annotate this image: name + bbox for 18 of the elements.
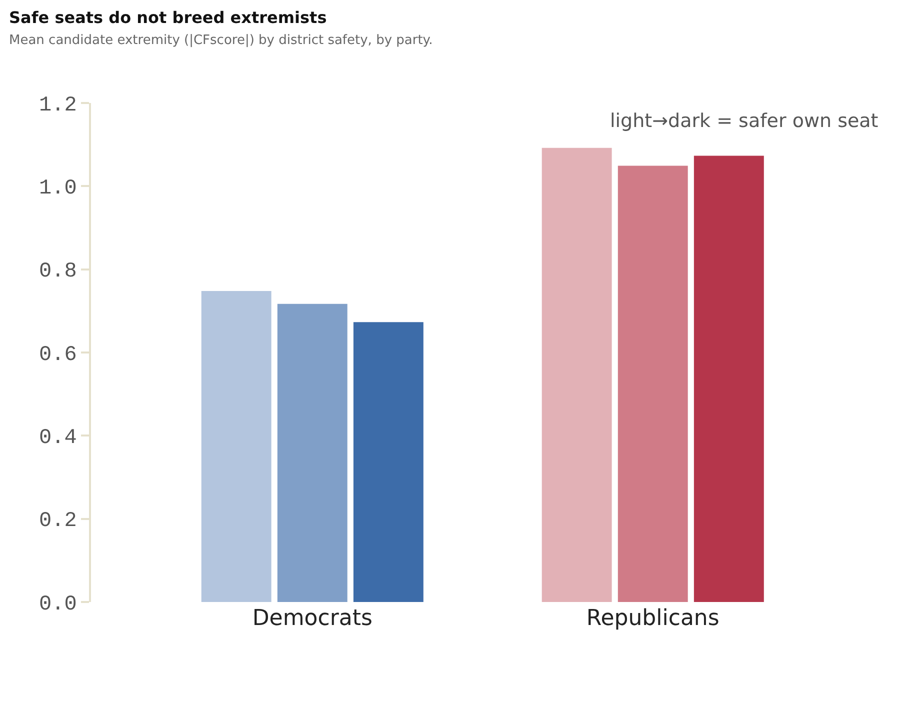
annotation: light→dark = safer own seat <box>610 110 878 132</box>
bar <box>542 148 612 602</box>
x-tick-label: Democrats <box>252 606 372 631</box>
y-tick-label: 0.8 <box>38 260 77 284</box>
chart-title: Safe seats do not breed extremists <box>9 8 327 27</box>
bar <box>277 304 348 602</box>
y-tick-label: 0.0 <box>38 593 77 616</box>
y-tick-label: 0.6 <box>38 344 77 367</box>
bar <box>353 322 424 602</box>
y-tick-label: 1.2 <box>38 94 77 118</box>
y-tick-label: 0.4 <box>38 427 77 450</box>
y-tick-label: 0.2 <box>38 510 77 534</box>
y-tick-label: 1.0 <box>38 178 77 201</box>
x-tick-label: Republicans <box>586 606 720 631</box>
chart-subtitle: Mean candidate extremity (|CFscore|) by district safety, by party. <box>9 33 433 48</box>
bar <box>618 166 688 602</box>
bar <box>201 290 272 602</box>
bar <box>694 156 764 602</box>
